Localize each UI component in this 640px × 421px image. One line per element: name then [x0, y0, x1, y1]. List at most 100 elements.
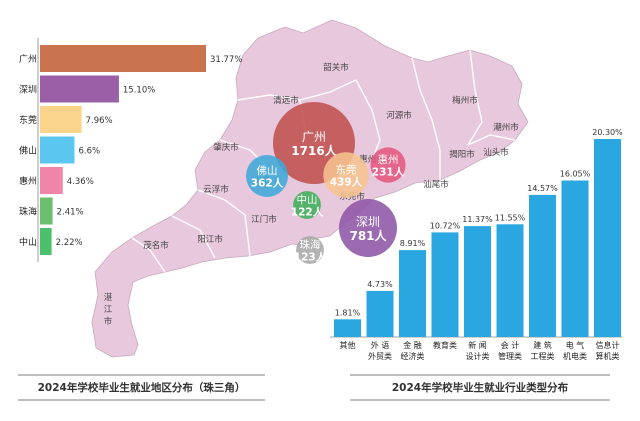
- industry-category-label: 工程类: [531, 351, 555, 361]
- bubble-佛山: [246, 155, 288, 197]
- bubble-count-佛山: 362人: [251, 177, 284, 190]
- industry-category-label: 电 气: [566, 340, 585, 350]
- bubble-name-东莞: 东莞: [336, 163, 357, 176]
- map-label-汕头市: 汕头市: [483, 147, 509, 158]
- regional-category-label: 惠州: [19, 175, 37, 187]
- industry-category-label: 教育类: [433, 340, 457, 350]
- prefecture-border: [131, 237, 166, 273]
- regional-value-label: 6.6%: [78, 147, 100, 157]
- industry-bar-2: [399, 250, 426, 337]
- industry-value-label: 8.91%: [400, 239, 426, 248]
- map-label-江门市: 江门市: [251, 214, 277, 225]
- prefecture-border: [467, 134, 516, 146]
- industry-category-label: 信息计: [596, 340, 620, 350]
- industry-category-label: 设计类: [466, 351, 490, 361]
- bubble-name-深圳: 深圳: [356, 215, 380, 229]
- industry-value-label: 16.05%: [560, 170, 591, 179]
- industry-value-label: 20.30%: [592, 128, 623, 137]
- industry-category-label: 外 语: [371, 340, 390, 350]
- map-label-潮州市: 潮州市: [493, 122, 519, 133]
- map-label-梅州市: 梅州市: [452, 95, 478, 106]
- regional-bar-广州: [40, 45, 206, 72]
- bubble-count-惠州: 231人: [372, 166, 405, 179]
- map-label-汕尾市: 汕尾市: [423, 179, 449, 190]
- bubble-count-东莞: 439人: [330, 176, 363, 189]
- bubble-惠州: [370, 147, 406, 183]
- industry-value-label: 1.81%: [335, 308, 361, 317]
- bubble-name-惠州: 惠州: [378, 153, 399, 166]
- regional-category-label: 深圳: [19, 85, 37, 96]
- regional-value-label: 31.77%: [210, 55, 242, 65]
- bubble-count-广州: 1716人: [291, 143, 337, 158]
- bubble-珠海: [296, 236, 324, 264]
- industry-value-label: 14.57%: [527, 184, 558, 193]
- map-label-茂名市: 茂名市: [143, 240, 169, 251]
- map-label-湛江市: 湛: [104, 293, 113, 303]
- map-label-阳江市: 阳江市: [197, 234, 223, 245]
- bubble-count-中山: 122人: [291, 206, 324, 219]
- industry-value-label: 11.37%: [462, 215, 493, 224]
- map-label-韶关市: 韶关市: [323, 62, 349, 73]
- regional-bar-佛山: [40, 136, 75, 164]
- industry-category-label: 建 筑: [533, 340, 552, 350]
- map-label-湛江市: 市: [104, 316, 113, 327]
- regional-value-label: 2.41%: [57, 208, 84, 218]
- industry-bar-6: [529, 194, 556, 337]
- industry-value-label: 11.55%: [495, 213, 526, 222]
- industry-chart-caption: 2024年学校毕业生就业行业类型分布: [391, 382, 569, 394]
- regional-value-label: 7.96%: [86, 116, 113, 126]
- map-label-清远市: 清远市: [273, 95, 299, 106]
- regional-bar-珠海: [40, 197, 53, 225]
- industry-category-label: 新 闻: [468, 340, 487, 350]
- prefecture-border: [197, 189, 251, 257]
- industry-category-label: 经济类: [401, 351, 425, 361]
- map-label-云浮市: 云浮市: [203, 184, 229, 195]
- regional-category-label: 东莞: [19, 114, 37, 126]
- industry-bar-1: [366, 290, 394, 337]
- regional-category-label: 中山: [19, 236, 37, 248]
- regional-chart-caption: 2024年学校毕业生就业地区分布（珠三角）: [37, 382, 246, 394]
- industry-category-label: 算机类: [596, 351, 620, 361]
- prefecture-border: [171, 215, 216, 259]
- prefecture-border: [355, 79, 381, 161]
- map-label-湛江市: 江: [104, 305, 113, 315]
- bubble-深圳: [339, 199, 397, 257]
- industry-bar-0: [334, 319, 361, 337]
- industry-bar-3: [431, 232, 459, 337]
- industry-bar-8: [594, 139, 621, 337]
- regional-value-label: 2.22%: [56, 238, 83, 248]
- province-outline: [91, 19, 529, 358]
- prefecture-border: [467, 49, 483, 146]
- regional-category-label: 广州: [19, 53, 37, 65]
- industry-value-label: 10.72%: [430, 221, 461, 230]
- bubble-count-珠海: 123人: [294, 251, 327, 264]
- industry-bar-4: [464, 226, 491, 337]
- map-label-揭阳市: 揭阳市: [449, 149, 475, 160]
- regional-value-label: 15.10%: [123, 86, 155, 96]
- prefecture-border: [411, 57, 441, 180]
- regional-bar-中山: [40, 228, 52, 255]
- industry-category-label: 外贸类: [368, 351, 392, 361]
- bubble-中山: [293, 191, 321, 219]
- industry-bar-7: [561, 180, 589, 337]
- industry-category-label: 金 融: [403, 340, 422, 350]
- bubble-name-佛山: 佛山: [257, 164, 278, 177]
- bubble-东莞: [323, 152, 369, 198]
- industry-category-label: 机电类: [563, 351, 587, 361]
- industry-category-label: 会 计: [501, 340, 520, 350]
- regional-category-label: 佛山: [19, 145, 37, 157]
- regional-bar-惠州: [40, 167, 63, 194]
- bubble-name-广州: 广州: [302, 130, 326, 144]
- industry-bar-5: [496, 224, 524, 337]
- bubble-name-珠海: 珠海: [300, 238, 321, 251]
- regional-bar-东莞: [40, 106, 82, 133]
- regional-value-label: 4.36%: [67, 177, 94, 187]
- regional-category-label: 珠海: [19, 206, 37, 218]
- map-label-肇庆市: 肇庆市: [213, 142, 239, 153]
- bubble-count-深圳: 781人: [349, 228, 387, 243]
- industry-value-label: 4.73%: [367, 280, 393, 289]
- industry-category-label: 其他: [340, 340, 356, 350]
- industry-category-label: 管理类: [498, 351, 522, 361]
